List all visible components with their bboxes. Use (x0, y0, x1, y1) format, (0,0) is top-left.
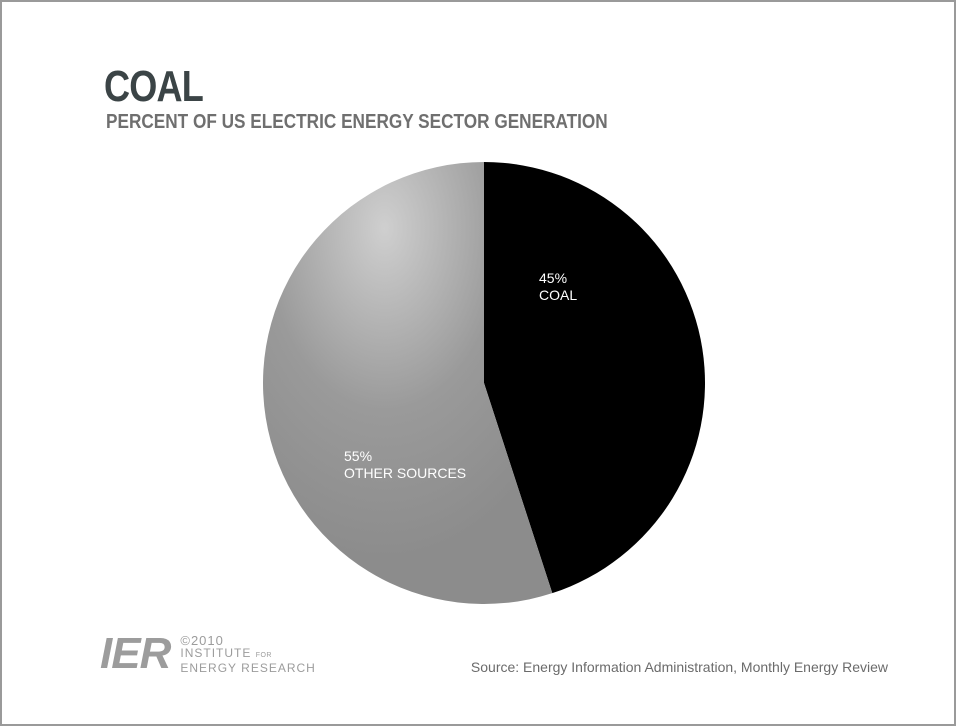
chart-title: COAL (104, 62, 204, 111)
pie-slice-coal (484, 162, 705, 594)
pie-slice-category-label: COAL (539, 287, 577, 303)
ier-logo: IER ©2010 INSTITUTE FOR ENERGY RESEARCH (100, 632, 316, 676)
pie-slice-value-label: 55% (344, 448, 372, 464)
chart-subtitle: PERCENT OF US ELECTRIC ENERGY SECTOR GEN… (106, 111, 608, 133)
source-note: Source: Energy Information Administratio… (470, 659, 888, 675)
ier-logo-text: ©2010 INSTITUTE FOR ENERGY RESEARCH (180, 634, 315, 675)
pie-slice-value-label: 45% (539, 270, 567, 286)
copyright-text: ©2010 (180, 633, 224, 648)
org-for: FOR (255, 652, 272, 659)
org-line2: ENERGY RESEARCH (180, 661, 316, 675)
org-line1: INSTITUTE (180, 646, 252, 660)
pie-slice-other-sources (263, 161, 553, 604)
pie-slice-category-label: OTHER SOURCES (344, 465, 466, 481)
ier-logo-mark: IER (100, 629, 171, 678)
